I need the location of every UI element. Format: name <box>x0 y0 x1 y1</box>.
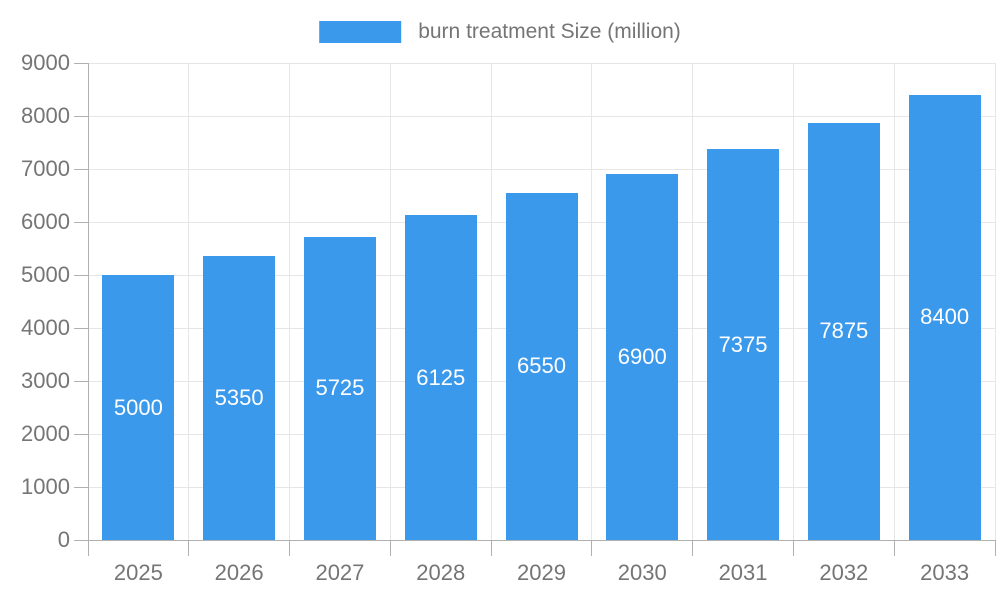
bar-value-label: 7375 <box>718 331 768 357</box>
bar-value-label: 5000 <box>113 394 163 420</box>
bar-value-label: 6550 <box>517 353 566 379</box>
y-axis-tick-label: 4000 <box>21 315 70 340</box>
x-axis-tick-mark <box>490 540 492 556</box>
bar-value-label: 5350 <box>214 385 264 411</box>
y-axis-tick-label: 9000 <box>21 50 70 75</box>
x-axis-tick-label: 2030 <box>617 560 667 585</box>
legend[interactable]: burn treatment Size (million) <box>319 19 681 45</box>
x-axis-tick-label: 2029 <box>517 560 566 585</box>
legend-swatch <box>319 21 402 43</box>
gridline-vertical <box>994 63 996 540</box>
x-axis-line <box>88 539 995 541</box>
x-axis-tick-label: 2026 <box>214 560 264 585</box>
bar[interactable] <box>606 174 679 540</box>
gridline-horizontal <box>88 168 995 170</box>
gridline-vertical <box>289 63 291 540</box>
y-axis-tick-mark <box>74 327 88 329</box>
x-axis-tick-mark <box>188 540 190 556</box>
x-axis-tick-mark <box>692 540 694 556</box>
y-axis-tick-label: 8000 <box>21 103 70 128</box>
bar[interactable] <box>505 192 578 540</box>
y-axis-tick-mark <box>74 380 88 382</box>
gridline-vertical <box>188 63 190 540</box>
y-axis-tick-mark <box>74 168 88 170</box>
legend-label: burn treatment Size (million) <box>418 20 681 43</box>
x-axis-tick-label: 2028 <box>416 560 466 585</box>
x-axis-tick-mark <box>289 540 291 556</box>
gridline-vertical <box>692 63 694 540</box>
y-axis-line <box>87 63 89 556</box>
bar[interactable] <box>707 149 780 540</box>
y-axis-tick-mark <box>74 221 88 223</box>
y-axis-tick-label: 6000 <box>21 209 70 234</box>
x-axis-tick-label: 2031 <box>718 560 768 585</box>
bar-value-label: 8400 <box>920 304 970 330</box>
y-axis-tick-mark <box>74 62 88 64</box>
gridline-horizontal <box>88 115 995 117</box>
y-axis-tick-label: 1000 <box>21 474 70 499</box>
y-axis-tick-label: 5000 <box>21 262 70 287</box>
gridline-vertical <box>893 63 895 540</box>
bar-value-label: 6900 <box>617 344 667 370</box>
bar[interactable] <box>102 275 175 540</box>
y-axis-tick-mark <box>74 274 88 276</box>
x-axis-tick-mark <box>792 540 794 556</box>
x-axis-tick-mark <box>389 540 391 556</box>
x-axis-tick-mark <box>893 540 895 556</box>
y-axis-tick-mark <box>74 433 88 435</box>
x-axis-tick-label: 2033 <box>920 560 970 585</box>
y-axis-tick-label: 7000 <box>21 156 70 181</box>
bar-value-label: 7875 <box>819 318 869 344</box>
y-axis-tick-label: 0 <box>57 527 70 552</box>
x-axis-tick-label: 2025 <box>113 560 163 585</box>
bar[interactable] <box>203 256 276 540</box>
gridline-vertical <box>490 63 492 540</box>
bar[interactable] <box>303 236 376 540</box>
gridline-horizontal <box>88 62 995 64</box>
y-axis-tick-mark <box>74 115 88 117</box>
gridline-vertical <box>792 63 794 540</box>
x-axis-tick-label: 2032 <box>819 560 869 585</box>
bar[interactable] <box>908 94 981 540</box>
y-axis-tick-mark <box>74 486 88 488</box>
bar-value-label: 6125 <box>416 364 466 390</box>
bar[interactable] <box>807 122 880 540</box>
y-axis-tick-label: 2000 <box>21 421 70 446</box>
bar[interactable] <box>404 215 477 540</box>
y-axis-tick-label: 3000 <box>21 368 70 393</box>
bar-value-label: 5725 <box>315 375 365 401</box>
gridline-vertical <box>591 63 593 540</box>
x-axis-tick-mark <box>994 540 996 556</box>
y-axis-tick-mark <box>74 539 88 541</box>
gridline-vertical <box>389 63 391 540</box>
x-axis-tick-label: 2027 <box>315 560 365 585</box>
x-axis-tick-mark <box>591 540 593 556</box>
plot-area: 5000 5350 5725 6125 6550 6900 7375 7875 8400 <box>88 62 996 540</box>
